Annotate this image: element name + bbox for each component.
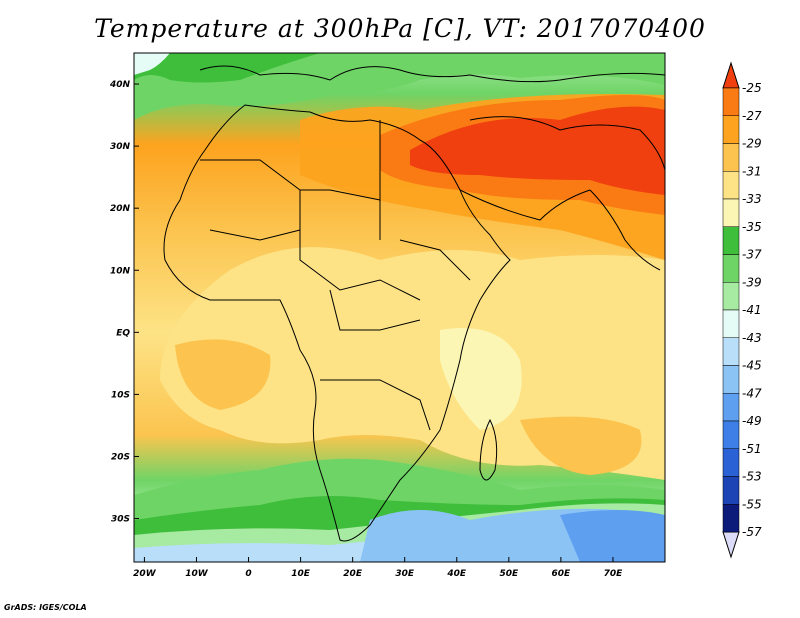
latitude-axis: 40N 30N 20N 10N EQ 10S 20S 30S <box>109 80 139 525</box>
colorbar-swatch <box>722 476 740 505</box>
colorbar-swatch <box>722 254 740 283</box>
lon-label: 40E <box>446 569 467 579</box>
colorbar-label: -29 <box>742 137 762 151</box>
colorbar-swatch <box>722 143 740 172</box>
lon-label: 60E <box>552 569 572 579</box>
colorbar-label: -47 <box>742 386 762 400</box>
colorbar-label: -27 <box>742 109 762 123</box>
colorbar-swatch <box>722 420 740 449</box>
lon-label: 10W <box>185 569 209 579</box>
lat-label: 20S <box>111 452 130 462</box>
lat-label: 40N <box>109 80 131 90</box>
lat-label: 30N <box>110 142 131 152</box>
colorbar-swatch <box>722 393 740 422</box>
temperature-field <box>134 53 665 562</box>
colorbar-label: -25 <box>742 81 762 95</box>
colorbar-swatch <box>722 337 740 366</box>
colorbar-swatch <box>722 309 740 338</box>
colorbar: -25 -27 -29 -31 -33 -35 -37 -39 -41 -43 -45 -47 -49 -… <box>722 61 762 559</box>
grads-credit: GrADS: IGES/COLA <box>4 603 87 612</box>
lon-label: 10E <box>291 569 311 579</box>
lon-label: 30E <box>395 569 415 579</box>
lon-label: 0 <box>245 569 251 579</box>
colorbar-swatch <box>722 115 740 144</box>
longitude-axis: 20W 10W 0 10E 20E 30E 40E 50E 60E 70E <box>133 557 623 579</box>
colorbar-min-arrow <box>722 531 740 559</box>
lat-label: 10N <box>110 266 131 276</box>
colorbar-swatch <box>722 171 740 200</box>
lon-label: 20E <box>343 569 363 579</box>
colorbar-label: -51 <box>742 442 762 456</box>
colorbar-label: -35 <box>742 220 762 234</box>
colorbar-swatch <box>722 504 740 533</box>
colorbar-label: -49 <box>742 414 762 428</box>
colorbar-swatch <box>722 198 740 227</box>
colorbar-swatch <box>722 365 740 394</box>
colorbar-swatch <box>722 87 740 116</box>
colorbar-swatch <box>722 448 740 477</box>
colorbar-label: -43 <box>742 331 762 345</box>
chart-title: Temperature at 300hPa [C], VT: 201707040… <box>94 14 706 43</box>
lon-label: 50E <box>499 569 519 579</box>
colorbar-label: -55 <box>742 497 762 511</box>
lat-label: EQ <box>116 328 130 338</box>
colorbar-max-arrow <box>722 61 740 89</box>
colorbar-label: -31 <box>742 164 762 178</box>
lat-label: 30S <box>111 515 130 525</box>
lon-label: 20W <box>133 569 157 579</box>
colorbar-label: -53 <box>742 470 762 484</box>
colorbar-label: -39 <box>742 275 762 289</box>
lat-label: 10S <box>111 390 130 400</box>
map-frame <box>133 52 666 563</box>
lon-label: 70E <box>604 569 624 579</box>
colorbar-label: -41 <box>742 303 762 317</box>
colorbar-swatch <box>722 282 740 311</box>
colorbar-label: -45 <box>742 359 762 373</box>
colorbar-label: -57 <box>742 525 762 539</box>
lat-label: 20N <box>110 204 131 214</box>
colorbar-label: -33 <box>742 192 762 206</box>
colorbar-swatch <box>722 226 740 255</box>
country-borders <box>163 65 665 542</box>
colorbar-label: -37 <box>742 248 762 262</box>
